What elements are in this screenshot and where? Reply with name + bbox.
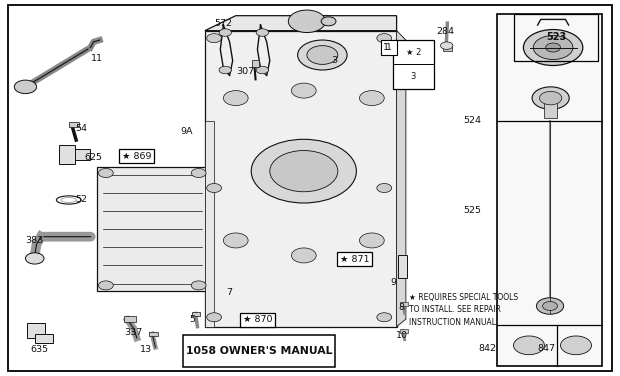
Circle shape <box>99 168 113 177</box>
Circle shape <box>270 150 338 192</box>
Text: 3: 3 <box>332 56 338 65</box>
Circle shape <box>206 34 221 42</box>
Circle shape <box>321 17 336 26</box>
Circle shape <box>523 30 583 65</box>
Bar <box>149 332 159 337</box>
Circle shape <box>99 281 113 290</box>
Bar <box>35 334 53 343</box>
Circle shape <box>532 87 569 109</box>
Text: 847: 847 <box>538 344 556 353</box>
Text: 52: 52 <box>75 196 87 205</box>
Bar <box>514 14 598 61</box>
Circle shape <box>288 10 326 33</box>
Bar <box>60 145 75 164</box>
Text: 524: 524 <box>463 116 481 125</box>
Circle shape <box>219 29 231 36</box>
Text: 1058 OWNER'S MANUAL: 1058 OWNER'S MANUAL <box>186 346 332 356</box>
Bar <box>443 46 451 51</box>
Text: ★ 869: ★ 869 <box>122 152 151 161</box>
Text: ★ 870: ★ 870 <box>242 315 272 324</box>
Circle shape <box>25 253 44 264</box>
Circle shape <box>298 40 347 70</box>
Bar <box>205 167 211 291</box>
Circle shape <box>223 91 248 106</box>
Circle shape <box>441 42 453 49</box>
Circle shape <box>223 233 248 248</box>
Text: eReplacementParts.com: eReplacementParts.com <box>168 193 328 206</box>
Bar <box>125 317 136 322</box>
Text: 13: 13 <box>140 345 152 354</box>
Text: 8: 8 <box>399 303 405 312</box>
Bar <box>27 323 45 338</box>
Text: 383: 383 <box>25 236 44 245</box>
Text: ★ REQUIRES SPECIAL TOOLS
TO INSTALL. SEE REPAIR
INSTRUCTION MANUAL.: ★ REQUIRES SPECIAL TOOLS TO INSTALL. SEE… <box>409 293 518 327</box>
Polygon shape <box>205 16 397 31</box>
Circle shape <box>206 313 221 322</box>
Text: 1: 1 <box>386 42 391 52</box>
Circle shape <box>533 36 573 59</box>
Circle shape <box>291 248 316 263</box>
Bar <box>398 255 407 278</box>
Text: 7: 7 <box>226 288 232 297</box>
Text: 572: 572 <box>215 19 232 28</box>
Bar <box>69 122 79 127</box>
Text: 635: 635 <box>30 345 48 354</box>
Circle shape <box>536 298 564 314</box>
Circle shape <box>539 91 562 105</box>
Circle shape <box>542 302 557 311</box>
Circle shape <box>360 91 384 106</box>
Text: 525: 525 <box>463 206 481 215</box>
Circle shape <box>377 313 392 322</box>
Bar <box>393 40 434 89</box>
Bar <box>66 149 91 160</box>
Bar <box>544 97 557 118</box>
Circle shape <box>191 168 206 177</box>
Text: 842: 842 <box>478 344 496 353</box>
Bar <box>401 329 408 333</box>
Circle shape <box>377 183 392 193</box>
Text: 9A: 9A <box>180 127 193 136</box>
Bar <box>401 302 408 306</box>
Circle shape <box>291 83 316 98</box>
Text: 10: 10 <box>396 332 407 341</box>
Text: 11: 11 <box>91 54 102 63</box>
Text: 625: 625 <box>84 153 102 162</box>
Circle shape <box>191 281 206 290</box>
Bar <box>205 121 214 327</box>
Circle shape <box>560 336 591 355</box>
Circle shape <box>251 139 356 203</box>
Text: ★ 871: ★ 871 <box>340 255 370 264</box>
Text: 337: 337 <box>125 328 143 337</box>
Circle shape <box>256 29 268 36</box>
Circle shape <box>219 66 231 74</box>
Bar <box>97 167 208 291</box>
Bar <box>497 14 602 366</box>
Bar <box>205 31 397 327</box>
Circle shape <box>513 336 544 355</box>
Circle shape <box>206 183 221 193</box>
Circle shape <box>14 80 37 94</box>
Bar <box>183 335 335 367</box>
Text: 54: 54 <box>75 124 87 133</box>
Text: 307: 307 <box>236 67 254 76</box>
Polygon shape <box>397 31 406 327</box>
Bar <box>192 312 200 316</box>
Circle shape <box>360 233 384 248</box>
Bar <box>252 60 259 67</box>
Text: 9: 9 <box>391 278 397 287</box>
Text: 5: 5 <box>190 315 195 324</box>
Circle shape <box>307 45 338 64</box>
Circle shape <box>546 43 560 52</box>
Bar <box>381 39 397 55</box>
Text: 1: 1 <box>383 43 389 52</box>
Text: 523: 523 <box>546 32 566 42</box>
Text: 3: 3 <box>410 72 416 81</box>
Circle shape <box>377 34 392 42</box>
Circle shape <box>256 66 268 74</box>
Text: 284: 284 <box>436 27 454 36</box>
Text: ★ 2: ★ 2 <box>405 48 421 57</box>
